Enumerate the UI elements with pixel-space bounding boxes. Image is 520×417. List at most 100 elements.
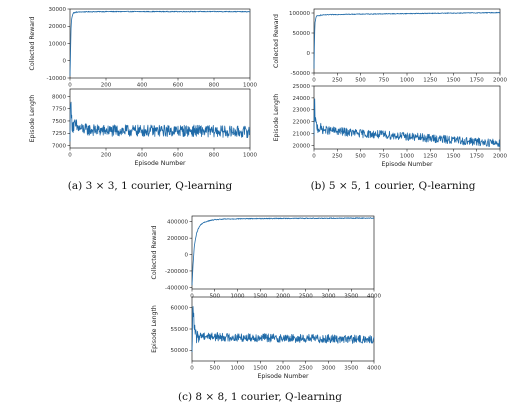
caption-a: (a) 3 × 3, 1 courier, Q-learning xyxy=(67,180,233,192)
y-tick-label: 7000 xyxy=(52,143,66,149)
y-tick-label: 24000 xyxy=(293,96,311,102)
y-tick-label: 7750 xyxy=(52,107,66,113)
y-tick-label: 0 xyxy=(63,59,67,65)
y-tick-label: 8000 xyxy=(52,94,66,100)
x-tick-label: 2000 xyxy=(276,294,290,300)
x-tick-label: 1500 xyxy=(253,366,267,372)
caption-c: (c) 8 × 8, 1 courier, Q-learning xyxy=(177,391,343,403)
x-tick-label: 500 xyxy=(355,78,366,84)
y-axis-label: Episode Length xyxy=(273,94,280,142)
x-tick-label: 3500 xyxy=(344,294,358,300)
y-tick-label: 55000 xyxy=(171,327,189,333)
x-tick-label: 1750 xyxy=(470,154,484,160)
x-tick-label: 2000 xyxy=(276,366,290,372)
x-tick-label: 500 xyxy=(355,154,366,160)
x-tick-label: 1750 xyxy=(470,78,484,84)
x-tick-label: 1250 xyxy=(423,78,437,84)
x-tick-label: 250 xyxy=(332,154,343,160)
y-axis-label: Collected Reward xyxy=(151,225,158,279)
x-tick-label: 500 xyxy=(210,294,221,300)
x-tick-label: 0 xyxy=(190,366,194,372)
y-axis-label: Episode Length xyxy=(151,305,158,353)
x-tick-label: 2500 xyxy=(299,294,313,300)
y-axis-label: Collected Reward xyxy=(29,16,36,70)
y-tick-label: -200000 xyxy=(165,269,188,275)
plot-frame xyxy=(191,296,375,362)
x-tick-label: 4000 xyxy=(367,294,381,300)
x-tick-label: 2000 xyxy=(493,154,507,160)
x-tick-label: 600 xyxy=(173,83,184,89)
series-line xyxy=(191,306,375,352)
x-tick-label: 0 xyxy=(68,83,72,89)
chart-c-bottom: 0 500 1000 1500 2000 2500 3000 3500 4000 50000 550… xyxy=(151,296,381,380)
y-axis-label: Collected Reward xyxy=(273,14,280,68)
series-line xyxy=(191,217,375,286)
y-tick-label: 10000 xyxy=(49,41,67,47)
y-tick-label: 20000 xyxy=(49,24,67,30)
y-tick-label: 30000 xyxy=(49,7,67,13)
x-tick-label: 1500 xyxy=(447,154,461,160)
x-axis-label: Episode Number xyxy=(381,161,433,168)
x-tick-label: 250 xyxy=(332,78,343,84)
x-tick-label: 3500 xyxy=(344,366,358,372)
x-tick-label: 1000 xyxy=(231,294,245,300)
chart-b-top: 0 250 500 750 1000 1250 1500 1750 2000-500000500… xyxy=(273,8,507,84)
x-tick-label: 400 xyxy=(137,153,148,159)
x-tick-label: 3000 xyxy=(322,366,336,372)
x-tick-label: 1500 xyxy=(253,294,267,300)
x-axis-label: Episode Number xyxy=(257,373,309,380)
y-tick-label: 100000 xyxy=(289,11,310,17)
y-axis-label: Episode Length xyxy=(29,95,36,143)
caption-b: (b) 5 × 5, 1 courier, Q-learning xyxy=(310,180,476,192)
x-tick-label: 0 xyxy=(312,78,316,84)
y-tick-label: 7500 xyxy=(52,119,66,125)
chart-b-bottom: 0 250 500 750 1000 1250 1500 1750 2000 20000 21000… xyxy=(273,84,507,168)
series-line xyxy=(313,98,501,148)
x-tick-label: 0 xyxy=(312,154,316,160)
y-tick-label: 50000 xyxy=(293,31,311,37)
y-tick-label: 60000 xyxy=(171,306,189,312)
x-tick-label: 1500 xyxy=(447,78,461,84)
x-tick-label: 800 xyxy=(209,83,220,89)
x-tick-label: 0 xyxy=(190,294,194,300)
x-tick-label: 2000 xyxy=(493,78,507,84)
x-tick-label: 200 xyxy=(101,153,112,159)
x-tick-label: 1000 xyxy=(243,153,257,159)
x-tick-label: 4000 xyxy=(367,366,381,372)
x-tick-label: 2500 xyxy=(299,366,313,372)
series-line xyxy=(313,11,501,69)
y-tick-label: -50000 xyxy=(291,71,311,77)
series-line xyxy=(69,101,251,142)
y-tick-label: 23000 xyxy=(293,108,311,114)
chart-a-bottom: 0 200 400 600 800 1000 7000 7250 7500 7750 8000 Epi… xyxy=(29,88,257,167)
x-tick-label: 800 xyxy=(209,153,220,159)
x-axis-label: Episode Number xyxy=(134,160,186,167)
y-tick-label: -400000 xyxy=(165,285,188,291)
x-tick-label: 750 xyxy=(379,154,390,160)
chart-a-top: 0 200 400 600 800 1000-100000100002000030000C… xyxy=(29,7,257,89)
x-tick-label: 200 xyxy=(101,83,112,89)
y-tick-label: 20000 xyxy=(293,143,311,149)
y-tick-label: 0 xyxy=(185,252,189,258)
x-tick-label: 1000 xyxy=(400,78,414,84)
y-tick-label: 200000 xyxy=(167,236,188,242)
x-tick-label: 750 xyxy=(379,78,390,84)
x-tick-label: 1000 xyxy=(231,366,245,372)
y-tick-label: 22000 xyxy=(293,120,311,126)
series-line xyxy=(69,10,251,77)
y-tick-label: 0 xyxy=(307,51,311,57)
y-tick-label: -10000 xyxy=(47,76,67,82)
chart-c-top: 0 500 1000 1500 2000 2500 3000 3500 4000 -400000 -… xyxy=(151,215,381,300)
x-tick-label: 3000 xyxy=(322,294,336,300)
x-tick-label: 600 xyxy=(173,153,184,159)
y-tick-label: 7250 xyxy=(52,131,66,137)
x-tick-label: 1250 xyxy=(423,154,437,160)
y-tick-label: 21000 xyxy=(293,131,311,137)
x-tick-label: 500 xyxy=(210,366,221,372)
x-tick-label: 1000 xyxy=(243,83,257,89)
y-tick-label: 25000 xyxy=(293,84,311,90)
y-tick-label: 400000 xyxy=(167,220,188,226)
y-tick-label: 50000 xyxy=(171,348,189,354)
x-tick-label: 1000 xyxy=(400,154,414,160)
x-tick-label: 400 xyxy=(137,83,148,89)
